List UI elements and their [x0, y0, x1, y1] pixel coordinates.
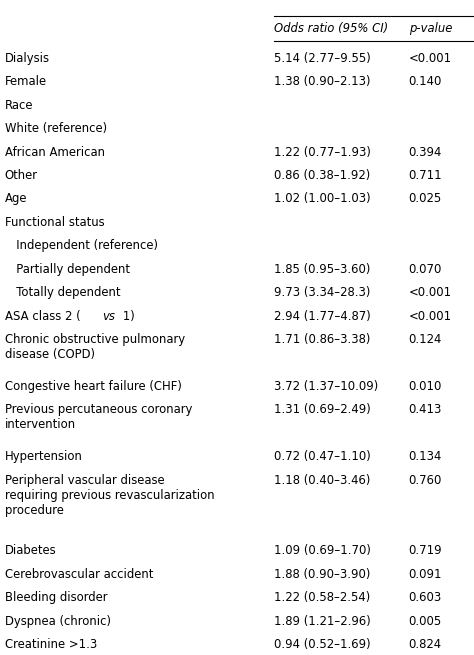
Text: Race: Race [5, 99, 33, 111]
Text: 0.719: 0.719 [409, 544, 442, 557]
Text: White (reference): White (reference) [5, 122, 107, 135]
Text: 1.85 (0.95–3.60): 1.85 (0.95–3.60) [274, 263, 370, 276]
Text: Odds ratio (95% CI): Odds ratio (95% CI) [274, 22, 388, 35]
Text: <0.001: <0.001 [409, 310, 452, 323]
Text: 2.94 (1.77–4.87): 2.94 (1.77–4.87) [274, 310, 371, 323]
Text: 1.09 (0.69–1.70): 1.09 (0.69–1.70) [274, 544, 371, 557]
Text: 0.94 (0.52–1.69): 0.94 (0.52–1.69) [274, 638, 371, 651]
Text: Peripheral vascular disease
requiring previous revascularization
procedure: Peripheral vascular disease requiring pr… [5, 474, 214, 517]
Text: 0.025: 0.025 [409, 193, 442, 206]
Text: <0.001: <0.001 [409, 52, 452, 65]
Text: 1.22 (0.77–1.93): 1.22 (0.77–1.93) [274, 145, 371, 159]
Text: Congestive heart failure (CHF): Congestive heart failure (CHF) [5, 380, 182, 393]
Text: Totally dependent: Totally dependent [5, 286, 120, 299]
Text: vs: vs [102, 310, 115, 323]
Text: Creatinine >1.3: Creatinine >1.3 [5, 638, 97, 651]
Text: 1.71 (0.86–3.38): 1.71 (0.86–3.38) [274, 333, 370, 346]
Text: 1.38 (0.90–2.13): 1.38 (0.90–2.13) [274, 75, 371, 88]
Text: Previous percutaneous coronary
intervention: Previous percutaneous coronary intervent… [5, 403, 192, 432]
Text: Other: Other [5, 169, 38, 182]
Text: Dyspnea (chronic): Dyspnea (chronic) [5, 614, 111, 627]
Text: 0.091: 0.091 [409, 568, 442, 580]
Text: 3.72 (1.37–10.09): 3.72 (1.37–10.09) [274, 380, 378, 393]
Text: 0.86 (0.38–1.92): 0.86 (0.38–1.92) [274, 169, 370, 182]
Text: <0.001: <0.001 [409, 286, 452, 299]
Text: 0.711: 0.711 [409, 169, 442, 182]
Text: 1): 1) [119, 310, 135, 323]
Text: Bleeding disorder: Bleeding disorder [5, 591, 107, 604]
Text: 1.22 (0.58–2.54): 1.22 (0.58–2.54) [274, 591, 370, 604]
Text: 0.72 (0.47–1.10): 0.72 (0.47–1.10) [274, 451, 371, 463]
Text: 0.005: 0.005 [409, 614, 442, 627]
Text: 1.89 (1.21–2.96): 1.89 (1.21–2.96) [274, 614, 371, 627]
Text: 9.73 (3.34–28.3): 9.73 (3.34–28.3) [274, 286, 370, 299]
Text: Partially dependent: Partially dependent [5, 263, 130, 276]
Text: 0.413: 0.413 [409, 403, 442, 417]
Text: African American: African American [5, 145, 105, 159]
Text: 5.14 (2.77–9.55): 5.14 (2.77–9.55) [274, 52, 371, 65]
Text: Diabetes: Diabetes [5, 544, 56, 557]
Text: 1.18 (0.40–3.46): 1.18 (0.40–3.46) [274, 474, 370, 487]
Text: 1.88 (0.90–3.90): 1.88 (0.90–3.90) [274, 568, 370, 580]
Text: 1.02 (1.00–1.03): 1.02 (1.00–1.03) [274, 193, 371, 206]
Text: 0.603: 0.603 [409, 591, 442, 604]
Text: Independent (reference): Independent (reference) [5, 239, 158, 252]
Text: Dialysis: Dialysis [5, 52, 50, 65]
Text: Functional status: Functional status [5, 216, 104, 229]
Text: 0.394: 0.394 [409, 145, 442, 159]
Text: 0.760: 0.760 [409, 474, 442, 487]
Text: 0.010: 0.010 [409, 380, 442, 393]
Text: 0.124: 0.124 [409, 333, 442, 346]
Text: 0.824: 0.824 [409, 638, 442, 651]
Text: Hypertension: Hypertension [5, 451, 82, 463]
Text: p-value: p-value [409, 22, 452, 35]
Text: 1.31 (0.69–2.49): 1.31 (0.69–2.49) [274, 403, 371, 417]
Text: 0.070: 0.070 [409, 263, 442, 276]
Text: 0.134: 0.134 [409, 451, 442, 463]
Text: Female: Female [5, 75, 47, 88]
Text: ASA class 2 (: ASA class 2 ( [5, 310, 81, 323]
Text: Chronic obstructive pulmonary
disease (COPD): Chronic obstructive pulmonary disease (C… [5, 333, 185, 361]
Text: Cerebrovascular accident: Cerebrovascular accident [5, 568, 153, 580]
Text: Age: Age [5, 193, 27, 206]
Text: 0.140: 0.140 [409, 75, 442, 88]
